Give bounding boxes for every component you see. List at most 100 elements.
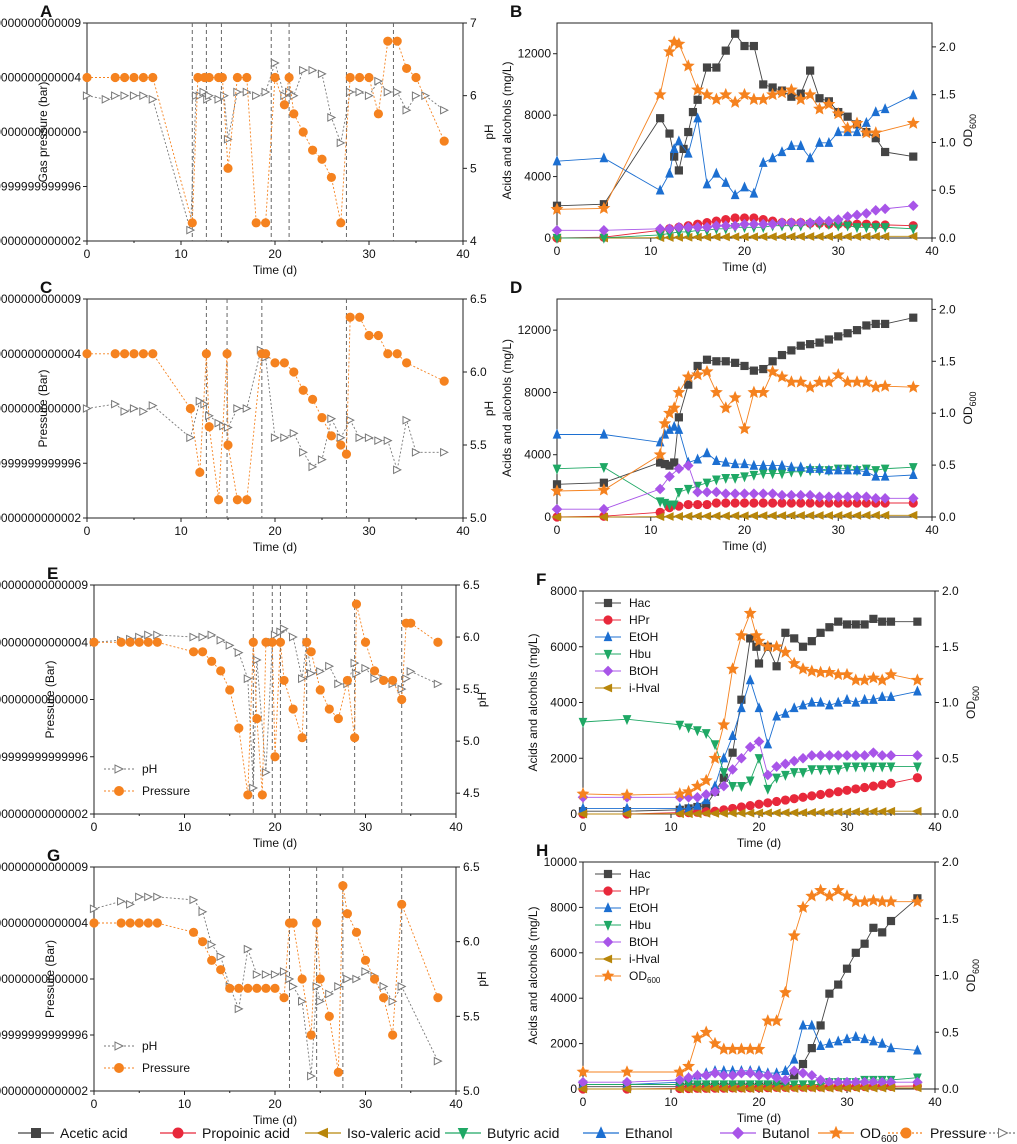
data-point xyxy=(720,220,732,232)
y-axis-label: Acids and alcohols (mg/L) xyxy=(526,633,540,771)
y-axis-label: Acids and alcohols (mg/L) xyxy=(526,906,540,1044)
data-point xyxy=(851,511,862,520)
data-point xyxy=(297,733,307,743)
data-point xyxy=(738,422,751,435)
data-point xyxy=(833,464,843,475)
data-point xyxy=(692,791,703,803)
y2-tick-label: 5.0 xyxy=(463,734,480,748)
y2-tick-label: 1.5 xyxy=(942,640,959,654)
data-point xyxy=(243,983,253,993)
data-point xyxy=(603,649,613,660)
data-point xyxy=(789,1053,799,1064)
data-point xyxy=(129,91,139,101)
data-point xyxy=(816,789,826,800)
data-point xyxy=(858,673,872,686)
legend-item: i-Hval xyxy=(595,952,660,966)
data-point xyxy=(763,784,773,795)
data-point xyxy=(825,699,834,710)
data-point xyxy=(307,1071,316,1081)
data-point xyxy=(862,465,871,476)
data-point xyxy=(114,764,125,774)
series-i-hval xyxy=(577,806,922,819)
data-point xyxy=(411,91,421,101)
data-point xyxy=(397,694,407,705)
data-point xyxy=(152,637,162,647)
series-line xyxy=(556,223,914,239)
data-point xyxy=(740,41,749,51)
data-point xyxy=(842,1033,852,1044)
data-point xyxy=(807,1019,817,1030)
data-point xyxy=(307,669,316,678)
data-point xyxy=(768,469,777,480)
data-point xyxy=(692,221,703,233)
data-point xyxy=(308,394,318,404)
data-point xyxy=(199,87,209,97)
data-point xyxy=(825,765,834,776)
data-point xyxy=(134,637,144,647)
y2-tick-label: 0.0 xyxy=(939,510,956,524)
data-point xyxy=(869,231,880,241)
data-point xyxy=(913,617,922,626)
data-point xyxy=(665,167,674,178)
data-point xyxy=(834,617,843,626)
data-point xyxy=(129,404,139,413)
data-point xyxy=(749,187,759,198)
data-point xyxy=(756,92,770,105)
data-point xyxy=(771,761,782,772)
data-point xyxy=(674,166,683,175)
data-point xyxy=(823,511,833,520)
data-point xyxy=(289,428,299,438)
data-point xyxy=(673,463,685,475)
data-point xyxy=(709,92,723,105)
data-point xyxy=(878,928,887,937)
data-point xyxy=(860,1033,869,1044)
data-point xyxy=(879,231,890,241)
data-point xyxy=(743,1042,757,1055)
panel-label: G xyxy=(47,846,60,865)
y2-tick-label: 1.5 xyxy=(942,912,959,926)
data-point xyxy=(279,993,289,1003)
data-point xyxy=(312,918,322,928)
legend-item: EtOH xyxy=(595,901,658,915)
y-tick-label: 2000 xyxy=(550,1037,577,1051)
data-point xyxy=(789,794,799,804)
data-point xyxy=(346,415,355,425)
data-point xyxy=(719,1080,729,1091)
data-point xyxy=(906,380,920,393)
data-point xyxy=(279,358,289,368)
data-point xyxy=(757,511,768,520)
x-tick-label: 20 xyxy=(268,1097,282,1111)
data-point xyxy=(433,1056,443,1066)
data-point xyxy=(325,989,335,999)
chart-panel-e: E 0 10 20 30 40 0.90000000000000002 1.199999999… xyxy=(0,564,489,850)
bottom-legend-item: OD600 xyxy=(818,1125,898,1144)
y2-tick-label: 2.0 xyxy=(942,584,959,598)
y2-tick-label: 6.5 xyxy=(463,860,480,874)
data-point xyxy=(379,993,389,1003)
data-point xyxy=(877,1037,887,1048)
data-point xyxy=(336,218,346,228)
data-point xyxy=(852,464,862,475)
data-point xyxy=(886,1042,896,1053)
data-point xyxy=(721,498,731,508)
data-point xyxy=(270,72,280,83)
data-point xyxy=(577,809,588,819)
data-point xyxy=(776,232,787,241)
data-point xyxy=(700,87,714,101)
data-point xyxy=(805,889,819,902)
legend-label: i-Hval xyxy=(629,681,660,695)
data-point xyxy=(153,630,163,640)
data-point xyxy=(433,993,443,1003)
x-tick-label: 10 xyxy=(178,1097,192,1111)
chart-panel-d: D 0 10 20 30 40 0 4000 8000 12000 0.0 0.5 1.0 1.5 2.0 T… xyxy=(500,278,978,553)
data-point xyxy=(205,91,214,101)
data-point xyxy=(727,764,738,775)
y2-axis-label: pH xyxy=(482,401,496,416)
data-point xyxy=(757,218,769,230)
data-point xyxy=(730,473,740,484)
y-tick-label: 1.50000000000000000 xyxy=(0,125,81,139)
data-point xyxy=(823,232,833,241)
data-point xyxy=(578,717,588,728)
data-point xyxy=(739,498,750,508)
data-point xyxy=(730,458,740,469)
